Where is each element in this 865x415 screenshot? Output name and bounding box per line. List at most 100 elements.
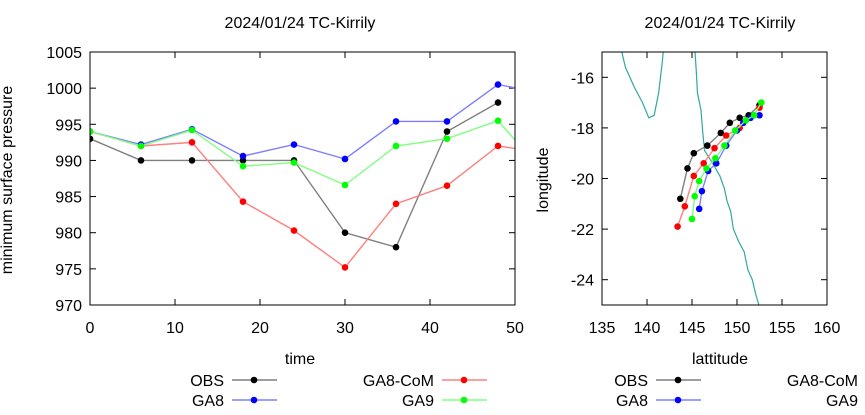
pressure-point-ga8 [341,155,349,163]
pressure-legend-marker [460,376,468,384]
pressure-y-tick-label: 990 [55,153,82,170]
pressure-point-ga8-com [520,146,527,153]
pressure-point-ga9 [188,126,196,134]
track-point-ga9 [712,154,719,162]
track-point-obs [717,129,725,137]
track-point-ga8 [695,205,703,213]
pressure-chart-title: 2024/01/24 TC-Kirrily [225,15,376,32]
track-point-ga8-com [681,203,689,210]
track-point-ga9 [691,192,698,200]
pressure-x-axis-label: time [285,351,315,368]
pressure-series-line-obs [90,101,499,249]
track-x-tick-label: 145 [679,320,706,337]
pressure-point-obs [392,243,400,251]
coastline-gulf [621,52,664,119]
pressure-point-obs [137,157,145,164]
pressure-point-ga8 [239,152,247,160]
pressure-legend-marker [250,396,258,404]
track-point-ga8 [713,160,720,167]
pressure-legend-label: GA8 [192,393,224,410]
track-legend-label: GA8 [616,393,648,410]
track-y-tick-label: -24 [571,273,594,290]
track-point-ga9 [721,142,728,149]
track-point-obs [684,165,691,172]
track-x-tick-label: 155 [769,320,796,337]
track-point-ga9 [703,165,710,172]
track-legend-marker [674,396,682,404]
track-point-ga9 [750,111,758,119]
pressure-point-ga9 [494,117,502,124]
pressure-y-tick-label: 980 [55,226,82,243]
track-series-line-ga9 [691,102,762,220]
pressure-point-obs [443,128,451,135]
track-x-tick-label: 140 [634,320,661,337]
pressure-point-obs [188,157,196,164]
track-point-obs [736,114,743,122]
pressure-point-ga8 [520,86,527,93]
track-point-ga8-com [722,132,730,139]
pressure-point-ga9 [341,181,349,189]
track-y-axis-label: longitude [535,147,552,212]
pressure-point-ga8-com [392,200,400,208]
pressure-point-ga8-com [239,198,247,205]
pressure-y-tick-label: 975 [55,262,82,279]
track-point-ga8-com [690,172,698,180]
pressure-series-line-ga9 [90,119,515,186]
pressure-x-tick-label: 0 [86,320,95,337]
track-x-tick-label: 160 [814,320,841,337]
pressure-point-ga9 [392,142,400,150]
track-y-tick-label: -18 [571,121,594,138]
track-y-tick-label: -16 [571,70,594,87]
track-legend-label: OBS [614,373,648,390]
pressure-y-tick-label: 995 [55,117,82,134]
pressure-point-ga9 [137,142,145,150]
pressure-legend-marker [250,376,258,384]
track-point-ga9 [688,215,696,223]
pressure-point-ga9 [520,146,527,153]
track-point-ga8-com [674,223,681,230]
pressure-y-tick-label: 970 [55,298,82,315]
pressure-x-tick-label: 10 [166,320,184,337]
track-point-ga8 [698,187,706,195]
track-x-axis-label: lattitude [692,351,748,368]
pressure-legend-marker [460,396,468,404]
pressure-x-tick-label: 40 [421,320,439,337]
track-point-obs [690,149,698,157]
track-point-ga9 [758,99,765,106]
pressure-point-obs [341,229,349,237]
pressure-plot-frame [89,51,516,306]
track-chart: 2024/01/24 TC-Kirrily longitude lattitud… [535,15,840,368]
pressure-point-ga8-com [341,264,349,271]
pressure-point-ga9 [90,128,94,135]
pressure-point-ga8-com [290,227,298,234]
pressure-legend-label: GA8-CoM [363,373,434,390]
coastline-east [694,52,760,305]
track-y-tick-label: -22 [571,222,594,239]
pressure-point-ga9 [443,135,451,143]
pressure-legend: OBS GA8-CoM GA8 GA9 [190,373,487,410]
track-legend-marker [674,376,682,384]
track-legend-label: GA8-CoM [787,373,858,390]
pressure-x-tick-label: 50 [506,320,524,337]
track-point-obs [677,195,684,203]
track-point-ga8 [756,111,763,119]
pressure-point-ga8 [392,118,400,125]
pressure-point-obs [494,99,502,106]
pressure-point-ga8-com [494,142,502,150]
pressure-series-line-ga8 [90,83,515,160]
pressure-y-tick-label: 985 [55,190,82,207]
pressure-point-ga8 [443,118,451,125]
pressure-point-ga8 [290,141,298,148]
track-point-ga9 [742,117,750,124]
track-x-tick-label: 135 [589,320,616,337]
pressure-y-axis-label: minimum surface pressure [0,86,16,275]
track-plot-frame [601,51,828,306]
track-point-obs [704,142,711,149]
pressure-point-obs [90,135,94,143]
pressure-legend-label: OBS [190,373,224,390]
track-point-ga8-com [700,160,707,167]
track-point-ga8-com [711,144,718,152]
pressure-point-ga8-com [443,182,451,190]
pressure-point-ga9 [290,159,298,166]
